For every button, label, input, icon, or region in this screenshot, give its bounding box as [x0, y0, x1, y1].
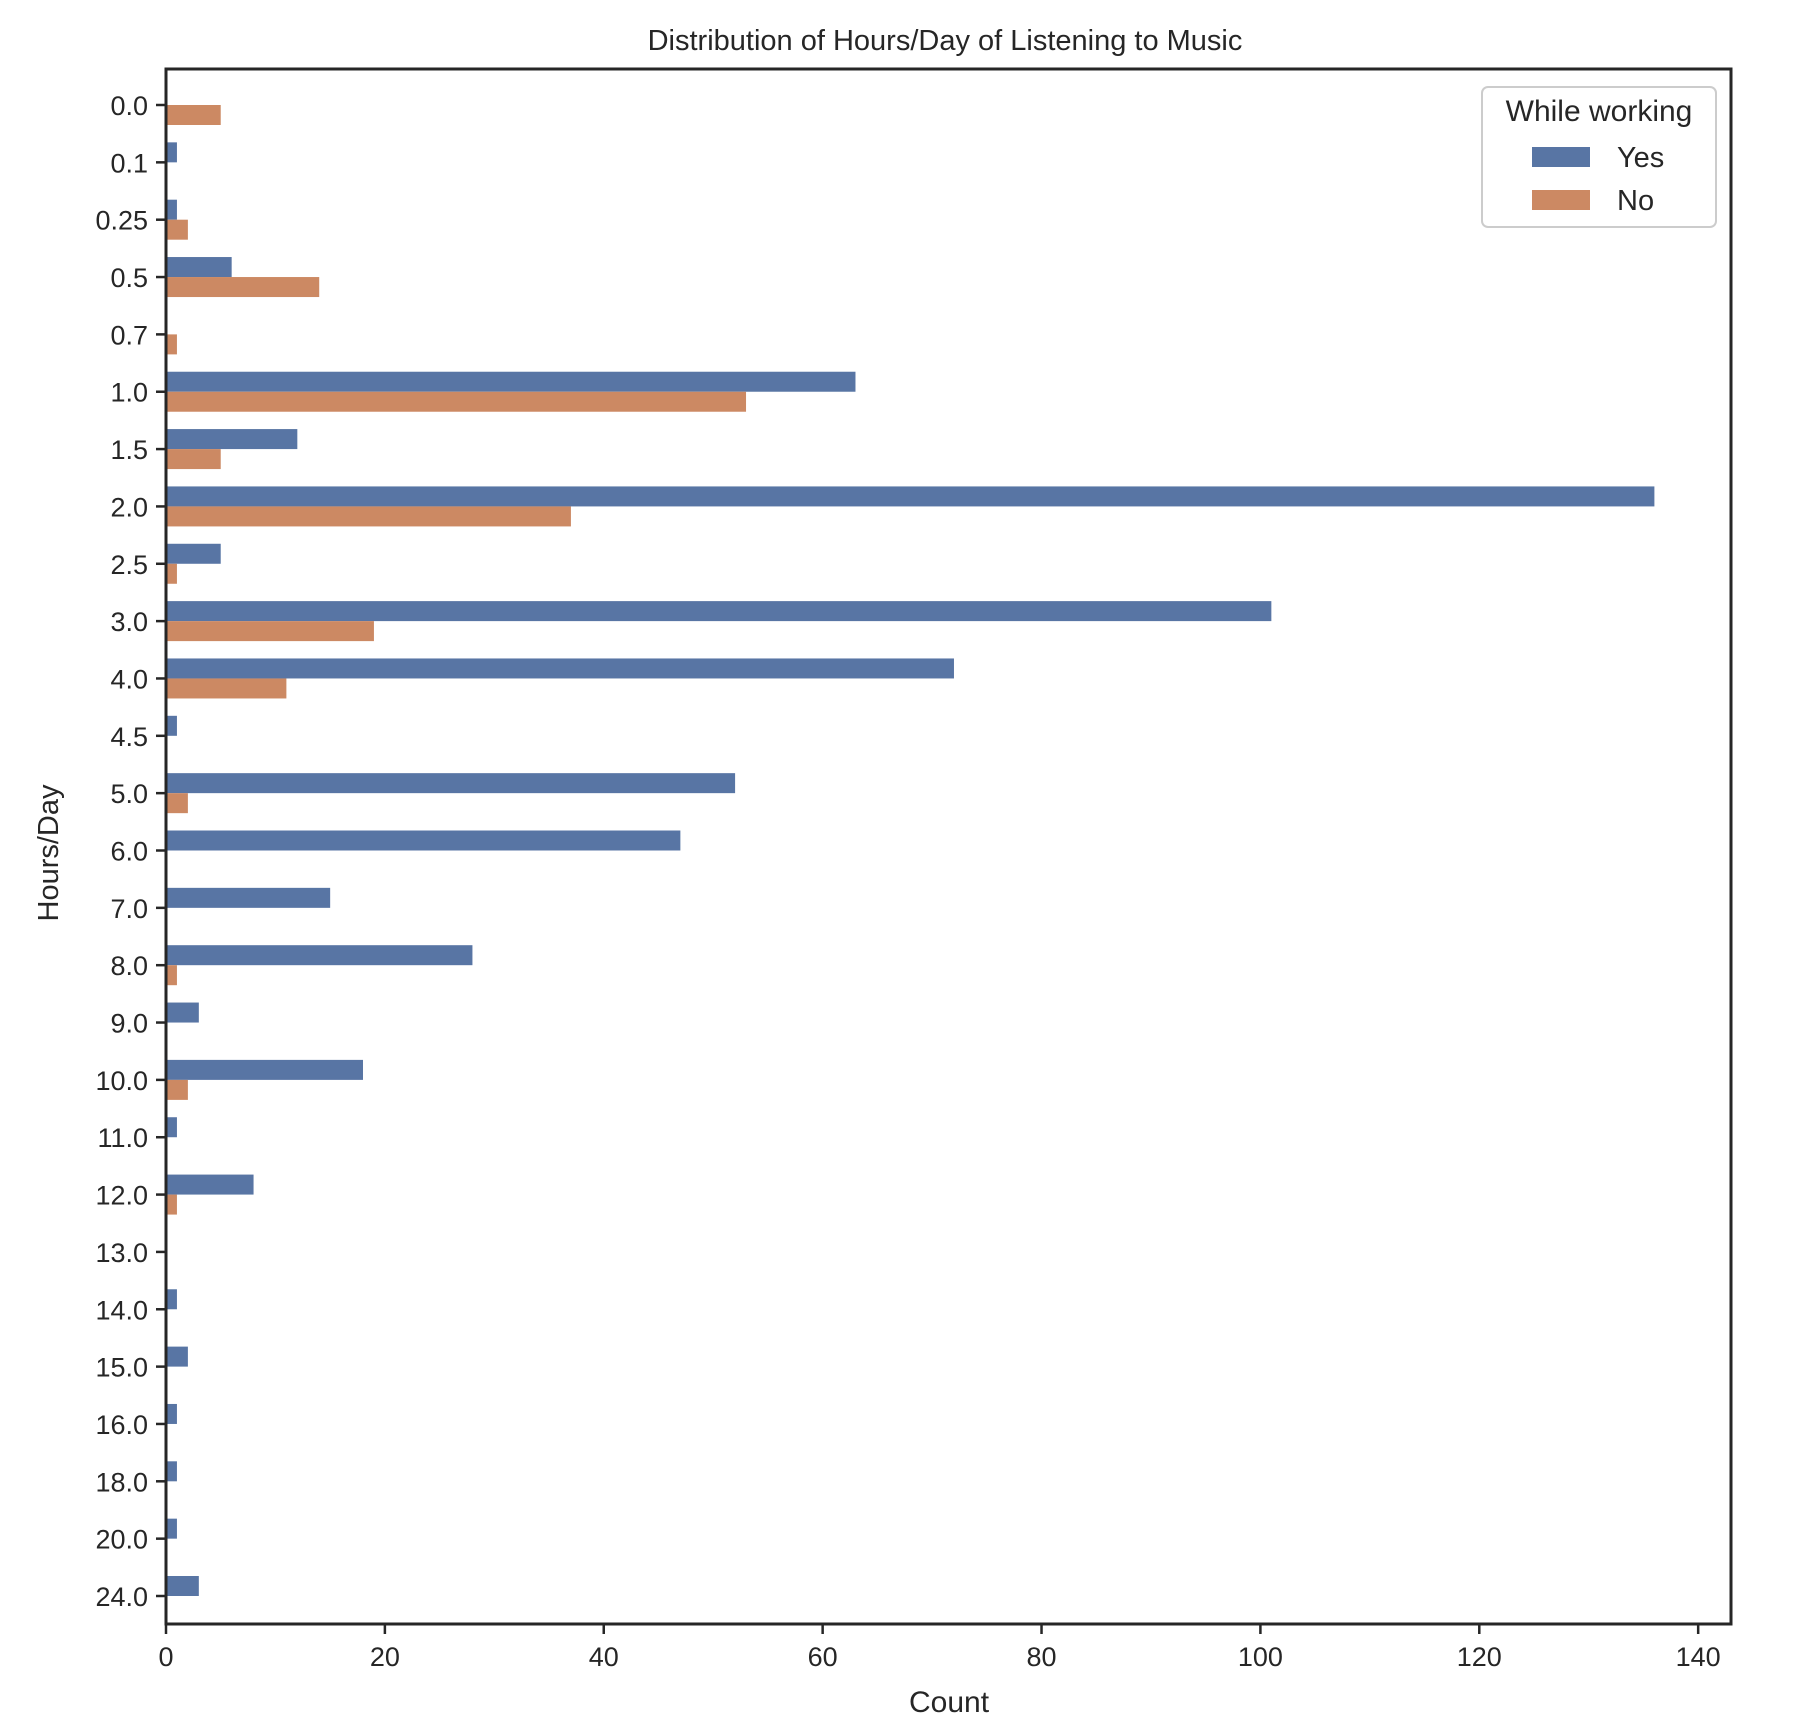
- bar-yes: [166, 1518, 177, 1539]
- y-tick-label: 11.0: [97, 1123, 148, 1153]
- bar-yes: [166, 1117, 177, 1138]
- bar-yes: [166, 1576, 199, 1596]
- y-tick-label: 0.5: [110, 263, 148, 293]
- bar-no: [166, 965, 177, 986]
- y-tick-label: 0.1: [110, 148, 148, 178]
- bar-no: [166, 793, 188, 814]
- x-tick-label: 20: [370, 1642, 400, 1672]
- y-tick-label: 20.0: [95, 1525, 148, 1555]
- bar-yes: [166, 257, 232, 278]
- y-tick-label: 13.0: [95, 1238, 148, 1268]
- y-tick-label: 24.0: [95, 1582, 148, 1612]
- bar-no: [166, 449, 221, 470]
- x-tick-label: 140: [1676, 1642, 1721, 1672]
- bar-yes: [166, 601, 1272, 622]
- y-tick-label: 6.0: [110, 837, 148, 867]
- x-tick-label: 120: [1457, 1642, 1502, 1672]
- bar-yes: [166, 773, 736, 794]
- y-tick-label: 1.5: [110, 435, 148, 465]
- x-axis-label: Count: [909, 1686, 990, 1718]
- x-tick-label: 80: [1027, 1642, 1057, 1672]
- bar-yes: [166, 1002, 199, 1023]
- y-tick-label: 2.5: [110, 550, 148, 580]
- y-tick-label: 9.0: [110, 1009, 148, 1039]
- y-tick-label: 4.0: [110, 664, 148, 694]
- bar-no: [166, 334, 177, 355]
- y-tick-label: 1.0: [110, 378, 148, 408]
- x-tick-label: 0: [158, 1642, 173, 1672]
- y-tick-label: 16.0: [95, 1410, 148, 1440]
- y-tick-label: 15.0: [95, 1353, 148, 1383]
- y-tick-label: 5.0: [110, 779, 148, 809]
- bar-yes: [166, 1461, 177, 1482]
- y-axis-label: Hours/Day: [33, 784, 65, 921]
- bar-yes: [166, 543, 221, 564]
- bar-yes: [166, 945, 473, 966]
- bar-no: [166, 1194, 177, 1215]
- bar-yes: [166, 715, 177, 736]
- bar-yes: [166, 371, 856, 392]
- legend-label-no: No: [1617, 185, 1654, 217]
- bar-yes: [166, 142, 177, 163]
- bar-yes: [166, 887, 331, 908]
- legend-title: While working: [1506, 95, 1693, 128]
- y-tick-label: 7.0: [110, 894, 148, 924]
- bar-yes: [166, 1059, 363, 1080]
- bar-no: [166, 678, 287, 699]
- bar-yes: [166, 486, 1655, 507]
- x-axis: 0 20 40 60 80 100 120 140: [158, 1624, 1721, 1672]
- bar-yes: [166, 1289, 177, 1310]
- bar-yes: [166, 199, 177, 220]
- y-tick-label: 2.0: [110, 492, 148, 522]
- bar-no: [166, 563, 177, 584]
- bar-yes: [166, 1403, 177, 1424]
- y-tick-label: 12.0: [95, 1181, 148, 1211]
- bar-yes: [166, 658, 954, 679]
- bar-no: [166, 219, 188, 240]
- chart-title: Distribution of Hours/Day of Listening t…: [648, 25, 1243, 57]
- x-tick-label: 40: [589, 1642, 619, 1672]
- y-tick-label: 3.0: [110, 607, 148, 637]
- bar-no: [166, 277, 320, 298]
- y-tick-label: 14.0: [95, 1295, 148, 1325]
- plot-frame: [164, 67, 1733, 1626]
- bar-no: [166, 105, 221, 125]
- legend: While working Yes No: [1481, 86, 1717, 228]
- bar-no: [166, 1079, 188, 1100]
- y-tick-label: 0.0: [110, 91, 148, 121]
- bar-no: [166, 621, 374, 642]
- x-tick-label: 60: [808, 1642, 838, 1672]
- y-tick-label: 0.25: [95, 206, 148, 236]
- bar-yes: [166, 429, 298, 450]
- legend-swatch-yes: [1532, 147, 1590, 167]
- bars-layer: [166, 105, 1655, 1596]
- bar-no: [166, 506, 571, 527]
- x-tick-label: 100: [1238, 1642, 1283, 1672]
- bar-yes: [166, 830, 681, 851]
- legend-label-yes: Yes: [1617, 142, 1664, 174]
- bar-no: [166, 391, 747, 412]
- bar-yes: [166, 1346, 188, 1367]
- legend-swatch-no: [1532, 190, 1590, 210]
- y-tick-label: 4.5: [110, 722, 148, 752]
- y-axis: 0.0 0.1 0.25 0.5 0.7 1.0 1.5 2.0 2.5 3.0 4.0 4.5 5.0…: [95, 91, 166, 1612]
- y-tick-label: 18.0: [95, 1467, 148, 1497]
- y-tick-label: 10.0: [95, 1066, 148, 1096]
- bar-yes: [166, 1174, 254, 1195]
- y-tick-label: 8.0: [110, 951, 148, 981]
- y-tick-label: 0.7: [110, 320, 148, 350]
